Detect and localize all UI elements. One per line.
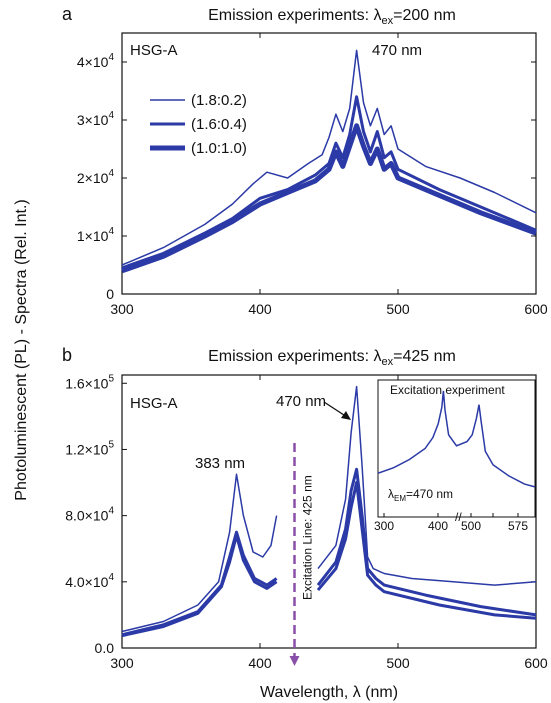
panel-a-series [121, 49, 537, 274]
excitation-arrowhead [289, 656, 300, 666]
y-tick-label: 4×104 [77, 52, 115, 70]
panel-b: b Emission experiments: λex=425 nm 300 40… [62, 345, 548, 701]
legend-label-1: (1.8:0.2) [191, 92, 247, 109]
panel-b-title: Emission experiments: λex=425 nm [208, 348, 456, 368]
series-line-2 [121, 530, 278, 637]
series-line-1 [121, 473, 278, 633]
inset-frame [377, 379, 536, 518]
shared-y-axis-label: Photoluminescent (PL) - Spectra (Rel. In… [13, 199, 30, 500]
panel-a-plot-frame [121, 32, 537, 295]
y-tick-label: 8.0×104 [65, 506, 114, 524]
series-line-1 [121, 49, 537, 266]
y-tick-label: 3×104 [77, 110, 115, 128]
panel-b-ticks: 300 400 500 600 0.0 4.0×104 8.0×104 1.2×105 1.6×… [65, 373, 548, 671]
panel-a-legend: (1.8:0.2) (1.6:0.4) (1.0:1.0) [150, 92, 247, 157]
panel-a-letter: a [62, 4, 73, 24]
inset-em-label: λEM=470 nm [388, 487, 453, 503]
y-tick-label: 1.6×105 [65, 373, 114, 391]
legend-label-2: (1.6:0.4) [191, 116, 247, 133]
panel-b-inset: Excitation experiment λEM=470 nm 300 400 500… [374, 379, 536, 533]
panel-b-excitation-line: Excitation Line: 425 nm [289, 443, 315, 666]
series-line-2 [121, 95, 537, 270]
panel-a-peak-label: 470 nm [372, 42, 422, 59]
y-tick-label: 2×104 [77, 168, 115, 186]
panel-a-title: Emission experiments: λex=200 nm [208, 7, 456, 27]
y-tick-label: 0.0 [95, 640, 115, 656]
x-tick-label: 500 [386, 655, 410, 671]
inset-x-tick-label: 575 [508, 519, 528, 533]
x-tick-label: 300 [110, 301, 134, 317]
y-tick-label: 0 [106, 286, 114, 302]
inset-x-tick-label: 300 [374, 519, 394, 533]
y-tick-label: 4.0×104 [65, 572, 114, 590]
panel-a: a Emission experiments: λex=200 nm 300 40… [62, 4, 548, 317]
series-line-3 [121, 534, 278, 638]
x-tick-label: 400 [248, 301, 272, 317]
x-tick-label: 600 [524, 301, 548, 317]
excitation-line-label: Excitation Line: 425 nm [301, 475, 315, 600]
series-line-3 [121, 123, 537, 274]
x-tick-label: 600 [524, 655, 548, 671]
legend-label-3: (1.0:1.0) [191, 140, 247, 157]
panel-b-series [121, 385, 537, 638]
x-tick-label: 500 [386, 301, 410, 317]
panel-b-peak-arrow-line [323, 401, 348, 418]
panel-b-letter: b [62, 345, 72, 365]
panel-b-xlabel: Wavelength, λ (nm) [260, 684, 398, 701]
inset-x-tick-label: 400 [428, 519, 448, 533]
panel-a-ticks: 300 400 500 600 0 1×104 2×104 3×104 4×104 [77, 33, 548, 317]
y-tick-label: 1.2×105 [65, 439, 114, 457]
inset-axis-break: // [455, 510, 462, 524]
inset-series-line [377, 390, 536, 488]
x-tick-label: 400 [248, 655, 272, 671]
inset-title: Excitation experiment [390, 383, 505, 397]
panel-a-sample-label: HSG-A [130, 42, 178, 59]
y-tick-label: 1×104 [77, 226, 115, 244]
x-tick-label: 300 [110, 655, 134, 671]
panel-b-peak-arrowhead [341, 411, 351, 420]
panel-b-peak-label-383: 383 nm [195, 455, 245, 472]
inset-x-tick-label: 500 [461, 519, 481, 533]
panel-b-plot-frame [121, 374, 537, 649]
series-line-3 [316, 481, 537, 620]
panel-b-sample-label: HSG-A [130, 395, 178, 412]
panel-b-peak-label-470: 470 nm [276, 393, 326, 410]
